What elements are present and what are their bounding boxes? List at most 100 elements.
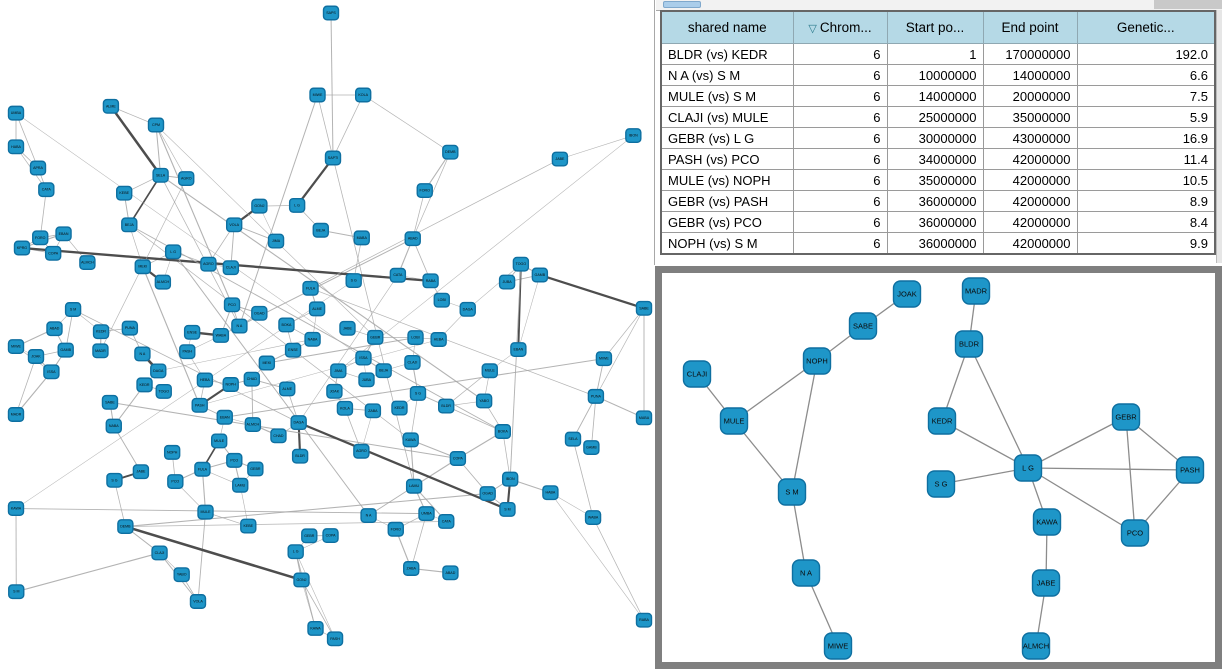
network-node[interactable]: ALME [279, 381, 296, 397]
table-cell[interactable]: 7.5 [1076, 85, 1216, 107]
network-node[interactable]: CATA [38, 182, 55, 198]
subnetwork-node[interactable]: L G [1013, 454, 1043, 482]
node-shape[interactable] [848, 312, 878, 340]
network-node[interactable]: EBAN [55, 226, 72, 242]
table-cell[interactable]: 25000000 [886, 106, 984, 128]
network-node[interactable]: L G [164, 244, 182, 260]
table-cell[interactable]: 5.9 [1076, 106, 1216, 128]
node-shape[interactable] [954, 330, 984, 358]
network-node[interactable]: HABA [7, 139, 25, 155]
table-cell[interactable]: 6 [792, 148, 888, 170]
table-cell[interactable]: 36000000 [886, 190, 984, 212]
network-node[interactable]: CLAJI [151, 545, 168, 561]
table-cell[interactable]: 34000000 [886, 148, 984, 170]
node-shape[interactable] [418, 506, 435, 522]
table-cell[interactable]: 14000000 [982, 64, 1078, 86]
table-cell[interactable]: 10000000 [886, 64, 984, 86]
network-node[interactable]: ZABA [403, 561, 420, 576]
node-shape[interactable] [682, 360, 712, 388]
node-shape[interactable] [136, 377, 153, 393]
node-shape[interactable] [79, 255, 96, 271]
network-node[interactable]: SELA [564, 431, 582, 447]
network-node[interactable]: N A [360, 508, 377, 524]
scrollbar-thumb[interactable] [663, 1, 701, 8]
network-node[interactable]: GONJ [251, 198, 268, 214]
node-shape[interactable] [92, 324, 110, 340]
node-shape[interactable] [13, 240, 31, 256]
network-node[interactable]: KAWA [307, 621, 324, 636]
node-shape[interactable] [200, 256, 217, 272]
network-node[interactable]: EBAN [216, 409, 233, 425]
node-shape[interactable] [375, 363, 392, 379]
node-shape[interactable] [270, 428, 287, 444]
network-node[interactable]: N A [134, 346, 151, 362]
network-node[interactable]: CPM [147, 117, 165, 133]
node-shape[interactable] [210, 433, 228, 449]
node-shape[interactable] [409, 385, 427, 401]
network-node[interactable]: L G [288, 197, 306, 213]
node-shape[interactable] [196, 372, 214, 388]
network-node[interactable]: ALMCH [79, 255, 96, 271]
node-shape[interactable] [152, 167, 169, 183]
main-network-canvas[interactable]: SAPS SAPTI CPM APRA KPRG CLAJI GEBR MULE KEDR L G… [0, 0, 655, 669]
node-shape[interactable] [389, 267, 407, 283]
node-shape[interactable] [32, 230, 49, 246]
table-cell[interactable]: 8.4 [1076, 211, 1216, 233]
node-shape[interactable] [151, 545, 168, 561]
node-shape[interactable] [1013, 454, 1043, 482]
table-cell[interactable]: 6 [792, 190, 888, 212]
network-node[interactable]: KEBE [116, 185, 133, 201]
network-node[interactable]: MIWE [595, 351, 613, 367]
table-row[interactable]: BLDR (vs) KEDR 6 1 170000000 192.0 [660, 43, 1216, 65]
network-node[interactable]: S M [499, 501, 516, 517]
node-shape[interactable] [222, 377, 239, 392]
node-shape[interactable] [222, 260, 240, 276]
node-shape[interactable] [134, 346, 151, 362]
network-node[interactable]: ALMCH [154, 274, 172, 290]
network-node[interactable]: MIWE [7, 339, 25, 355]
node-shape[interactable] [101, 394, 119, 410]
node-shape[interactable] [7, 139, 25, 155]
node-shape[interactable] [339, 320, 356, 336]
node-shape[interactable] [291, 448, 309, 464]
node-shape[interactable] [267, 233, 285, 249]
node-shape[interactable] [355, 350, 372, 366]
subnetwork-node[interactable]: KAWA [1032, 508, 1062, 536]
table-row[interactable]: GEBR (vs) PASH 6 36000000 42000000 8.9 [660, 190, 1216, 212]
network-node[interactable]: SABE [101, 394, 119, 410]
subnetwork-node[interactable]: SABE [848, 312, 878, 340]
network-node[interactable]: AGRO [178, 171, 195, 186]
network-node[interactable]: FORO [32, 230, 49, 246]
table-cell[interactable]: 42000000 [982, 211, 1078, 233]
network-node[interactable]: PASH [326, 631, 344, 647]
node-shape[interactable] [231, 318, 248, 334]
node-shape[interactable] [481, 363, 498, 379]
node-shape[interactable] [433, 292, 450, 308]
node-shape[interactable] [564, 431, 582, 447]
node-shape[interactable] [155, 383, 172, 399]
node-shape[interactable] [360, 508, 377, 524]
node-shape[interactable] [1111, 403, 1141, 431]
table-cell[interactable]: 42000000 [982, 190, 1078, 212]
network-node[interactable]: ALMCH [244, 417, 262, 432]
node-shape[interactable] [498, 274, 516, 290]
network-node[interactable]: APRA [29, 160, 47, 176]
network-node[interactable]: LAMU [232, 477, 249, 493]
node-shape[interactable] [290, 415, 307, 431]
subnetwork-node[interactable]: KEDR [927, 407, 957, 435]
node-shape[interactable] [430, 332, 447, 347]
node-shape[interactable] [501, 471, 519, 487]
node-shape[interactable] [510, 342, 527, 358]
network-node[interactable]: LOBI [407, 330, 424, 346]
subnetwork-node[interactable]: CLAJI [682, 360, 712, 388]
network-node[interactable]: OGAD [251, 305, 268, 321]
network-node[interactable]: NABA [304, 331, 321, 347]
node-shape[interactable] [304, 331, 321, 347]
node-shape[interactable] [823, 632, 853, 660]
table-cell[interactable]: 6 [792, 43, 888, 65]
table-cell[interactable]: 10.5 [1076, 169, 1216, 191]
network-node[interactable]: COPA [44, 245, 62, 261]
table-row[interactable]: GEBR (vs) PCO 6 36000000 42000000 8.4 [660, 211, 1216, 233]
node-shape[interactable] [43, 364, 60, 380]
node-shape[interactable] [121, 217, 138, 233]
